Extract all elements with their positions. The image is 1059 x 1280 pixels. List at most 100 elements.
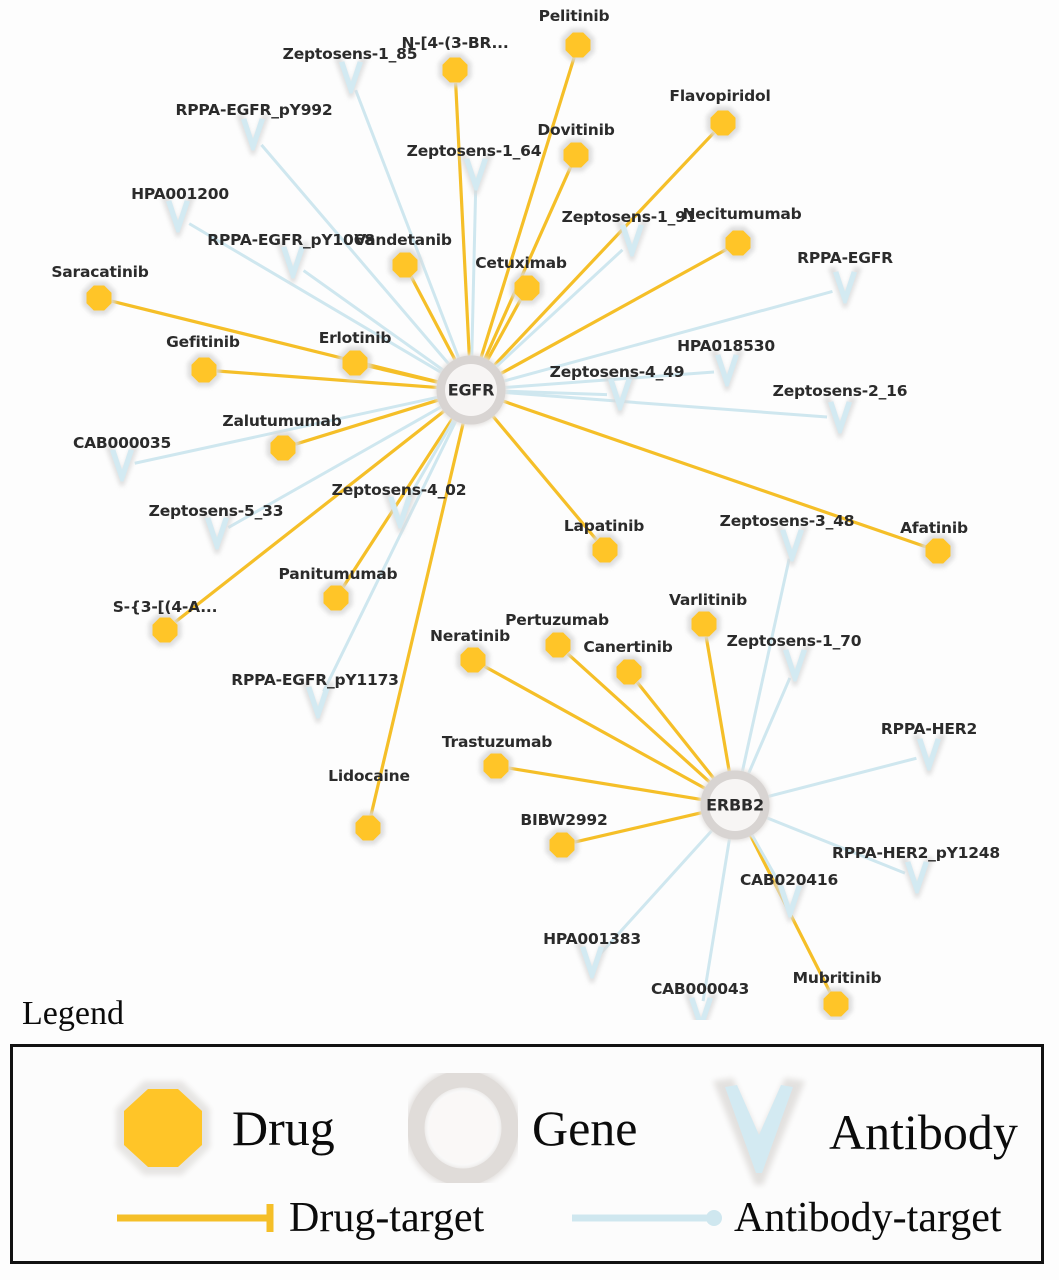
antibody-node[interactable]	[775, 524, 809, 566]
antibody-node[interactable]	[383, 491, 417, 533]
drug-target-edge	[493, 247, 728, 379]
legend-label-antibody-target: Antibody-target	[734, 1195, 1002, 1241]
drug-node-label: S-{3-[(4-A...	[112, 598, 218, 616]
antibody-node-body	[281, 246, 305, 279]
antibody-node-body	[620, 224, 644, 257]
antibody-node-label: Zeptosens-2_16	[772, 382, 908, 400]
antibody-target-edge	[470, 187, 478, 365]
antibody-target-edge	[759, 756, 917, 800]
drug-node[interactable]	[545, 828, 579, 862]
drug-node-label: Vandetanib	[354, 231, 452, 249]
antibody-node-body	[388, 496, 412, 529]
drug-node[interactable]	[921, 534, 955, 568]
drug-target-edge	[487, 131, 716, 373]
drug-node-label: Lapatinib	[563, 517, 645, 535]
antibody-node-label: RPPA-EGFR_pY992	[175, 101, 333, 119]
antibody-node[interactable]	[684, 992, 718, 1020]
drug-node[interactable]	[479, 749, 513, 783]
legend-edge-drug-target: Drug-target	[113, 1197, 484, 1239]
drug-node[interactable]	[612, 655, 646, 689]
drug-target-edge	[454, 82, 472, 365]
drug-node-body	[86, 285, 112, 311]
antibody-target-edge	[134, 394, 446, 465]
legend-label-drug: Drug	[232, 1100, 335, 1156]
edge-layer	[111, 56, 927, 1002]
drug-node[interactable]	[721, 226, 755, 260]
drug-node-label: Pertuzumab	[505, 611, 609, 629]
antibody-node[interactable]	[301, 681, 335, 723]
antibody-node[interactable]	[828, 266, 862, 308]
drug-node-label: Dovitinib	[537, 121, 615, 139]
antibody-node[interactable]	[334, 56, 368, 98]
antibody-node[interactable]	[236, 113, 270, 155]
antibody-target-edge	[496, 390, 828, 419]
drug-target-edge	[477, 56, 576, 366]
antibody-node-body	[715, 354, 739, 387]
antibody-node[interactable]	[710, 349, 744, 391]
antibody-node[interactable]	[161, 195, 195, 237]
antibody-target-edge-icon	[572, 1210, 722, 1226]
drug-target-edge	[495, 396, 927, 549]
drug-node[interactable]	[388, 248, 422, 282]
drug-node[interactable]	[351, 811, 385, 845]
drug-node[interactable]	[82, 281, 116, 315]
antibody-node-body	[580, 946, 604, 979]
drug-node[interactable]	[148, 613, 182, 647]
antibody-node[interactable]	[459, 153, 493, 195]
drug-node[interactable]	[438, 53, 472, 87]
drug-target-edge	[174, 404, 452, 624]
antibody-node-body	[608, 378, 632, 411]
gene-node[interactable]	[699, 769, 771, 841]
drug-node-label: Varlitinib	[668, 591, 748, 609]
drug-node-body	[483, 753, 509, 779]
drug-node-body	[191, 357, 217, 383]
drug-node[interactable]	[338, 346, 372, 380]
antibody-node[interactable]	[105, 444, 139, 486]
antibody-node[interactable]	[900, 856, 934, 898]
antibody-target-edge	[322, 412, 461, 692]
drug-target-edge	[508, 766, 710, 803]
antibody-node[interactable]	[773, 880, 807, 922]
drug-target-edge-icon	[117, 1204, 274, 1232]
drug-node[interactable]	[319, 581, 353, 615]
drug-node-body	[925, 538, 951, 564]
antibody-target-edge	[495, 289, 833, 385]
drug-node-body	[514, 275, 540, 301]
antibody-node[interactable]	[575, 941, 609, 983]
antibody-node-body	[828, 401, 852, 434]
drug-node[interactable]	[706, 106, 740, 140]
antibody-icon	[713, 1078, 805, 1185]
drug-node-label: Panitumumab	[278, 565, 398, 583]
drug-node[interactable]	[456, 643, 490, 677]
drug-target-edge	[480, 166, 573, 367]
drug-node[interactable]	[187, 353, 221, 387]
antibody-node[interactable]	[778, 644, 812, 686]
drug-node[interactable]	[819, 987, 853, 1020]
antibody-node[interactable]	[603, 373, 637, 415]
antibody-node-body	[205, 517, 229, 550]
drug-node[interactable]	[687, 607, 721, 641]
antibody-node[interactable]	[615, 219, 649, 261]
drug-node-label: Necitumumab	[682, 205, 802, 223]
antibody-node-body	[917, 738, 941, 771]
antibody-node-body	[110, 449, 134, 482]
antibody-node-label: Zeptosens-1_85	[282, 45, 418, 63]
drug-node[interactable]	[588, 533, 622, 567]
drug-node[interactable]	[510, 271, 544, 305]
gene-node[interactable]	[435, 354, 507, 426]
gene-node-label: EGFR	[447, 380, 495, 400]
drug-node[interactable]	[266, 431, 300, 465]
drug-node-label: Flavopiridol	[669, 87, 771, 105]
drug-target-edge	[482, 298, 523, 368]
antibody-target-edge	[227, 401, 450, 529]
antibody-node[interactable]	[200, 512, 234, 554]
antibody-node[interactable]	[912, 733, 946, 775]
drug-node-body	[152, 617, 178, 643]
drug-node[interactable]	[541, 628, 575, 662]
drug-node[interactable]	[561, 28, 595, 62]
antibody-node[interactable]	[823, 396, 857, 438]
antibody-node-label: RPPA-EGFR_pY1068	[207, 231, 375, 249]
drug-node[interactable]	[559, 138, 593, 172]
drug-node-body	[592, 537, 618, 563]
antibody-node[interactable]	[276, 241, 310, 283]
